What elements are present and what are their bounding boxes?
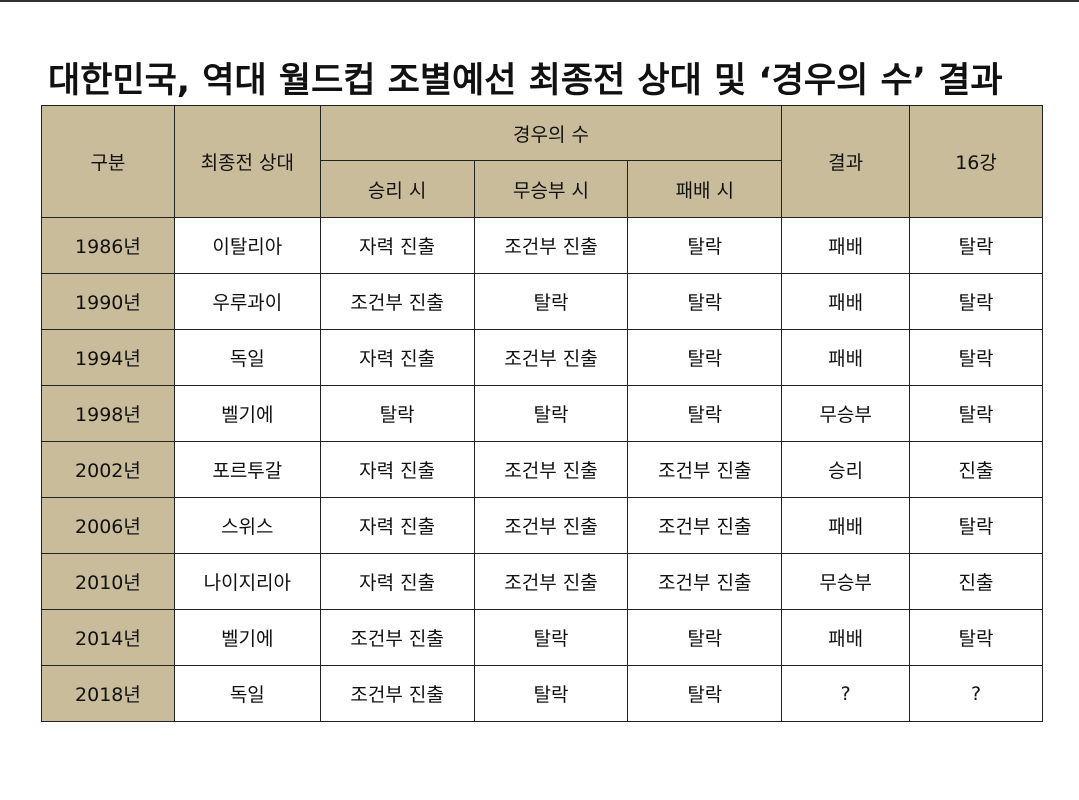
cell: 탈락: [909, 609, 1043, 666]
cell: 탈락: [627, 609, 783, 666]
cell: 탈락: [473, 385, 629, 442]
year-cell: 2010년: [41, 553, 175, 610]
year-cell: 2018년: [41, 665, 175, 722]
cell: 탈락: [909, 497, 1043, 554]
header-cell: 16강: [909, 105, 1043, 218]
cell: 자력 진출: [319, 553, 475, 610]
cell: 진출: [909, 441, 1043, 498]
cell: 이탈리아: [173, 217, 321, 274]
cell: 자력 진출: [319, 217, 475, 274]
cell: 조건부 진출: [627, 441, 783, 498]
year-cell: 1990년: [41, 273, 175, 330]
cell: 조건부 진출: [627, 553, 783, 610]
cell: 자력 진출: [319, 329, 475, 386]
cell: 탈락: [909, 273, 1043, 330]
cell: 패배: [781, 273, 911, 330]
cell: 탈락: [473, 665, 629, 722]
cell: 조건부 진출: [473, 497, 629, 554]
year-cell: 2006년: [41, 497, 175, 554]
title: 대한민국, 역대 월드컵 조별예선 최종전 상대 및 ‘경우의 수’ 결과: [48, 61, 1003, 101]
cell: 조건부 진출: [627, 497, 783, 554]
cell: 탈락: [473, 609, 629, 666]
cell: 벨기에: [173, 385, 321, 442]
cell: 우루과이: [173, 273, 321, 330]
table-row: 1986년 이탈리아 자력 진출 조건부 진출 탈락 패배 탈락: [41, 217, 1043, 274]
table-row: 1994년 독일 자력 진출 조건부 진출 탈락 패배 탈락: [41, 329, 1043, 386]
cell: 조건부 진출: [473, 329, 629, 386]
cell: 패배: [781, 217, 911, 274]
cell: 조건부 진출: [473, 553, 629, 610]
cell: 탈락: [909, 217, 1043, 274]
cell: 조건부 진출: [473, 441, 629, 498]
cell: ?: [909, 665, 1043, 722]
results-table: 구분 최종전 상대 경우의 수 결과 16강 승리 시 무승부 시 패배 시 1…: [41, 105, 1043, 722]
year-cell: 1998년: [41, 385, 175, 442]
cell: 탈락: [473, 273, 629, 330]
cell: 독일: [173, 665, 321, 722]
cell: 무승부: [781, 385, 911, 442]
cell: 패배: [781, 609, 911, 666]
table-row: 2006년 스위스 자력 진출 조건부 진출 조건부 진출 패배 탈락: [41, 497, 1043, 554]
cell: 독일: [173, 329, 321, 386]
header-cell: 최종전 상대: [173, 105, 321, 218]
cell: 승리: [781, 441, 911, 498]
header-cell: 결과: [781, 105, 911, 218]
cell: 탈락: [627, 217, 783, 274]
header-cell: 경우의 수: [319, 105, 783, 161]
cell: 조건부 진출: [319, 609, 475, 666]
table-row: 1998년 벨기에 탈락 탈락 탈락 무승부 탈락: [41, 385, 1043, 442]
cell: ?: [781, 665, 911, 722]
cell: 탈락: [627, 329, 783, 386]
cell: 벨기에: [173, 609, 321, 666]
top-rule: [0, 0, 1079, 2]
cell: 탈락: [319, 385, 475, 442]
table-row: 2014년 벨기에 조건부 진출 탈락 탈락 패배 탈락: [41, 609, 1043, 666]
table-row: 2002년 포르투갈 자력 진출 조건부 진출 조건부 진출 승리 진출: [41, 441, 1043, 498]
cell: 포르투갈: [173, 441, 321, 498]
year-cell: 2014년: [41, 609, 175, 666]
table-row: 2010년 나이지리아 자력 진출 조건부 진출 조건부 진출 무승부 진출: [41, 553, 1043, 610]
cell: 조건부 진출: [319, 665, 475, 722]
cell: 패배: [781, 329, 911, 386]
cell: 자력 진출: [319, 497, 475, 554]
cell: 자력 진출: [319, 441, 475, 498]
cell: 스위스: [173, 497, 321, 554]
cell: 탈락: [627, 665, 783, 722]
cell: 조건부 진출: [473, 217, 629, 274]
table-body: 1986년 이탈리아 자력 진출 조건부 진출 탈락 패배 탈락 1990년 우루과이 조건부 진…: [41, 217, 1043, 722]
table-row: 1990년 우루과이 조건부 진출 탈락 탈락 패배 탈락: [41, 273, 1043, 330]
cell: 나이지리아: [173, 553, 321, 610]
cell: 무승부: [781, 553, 911, 610]
subheader-cell: 패배 시: [627, 160, 783, 218]
cell: 패배: [781, 497, 911, 554]
subheader-cell: 승리 시: [319, 160, 475, 218]
subheader-cell: 무승부 시: [473, 160, 629, 218]
cell: 탈락: [909, 385, 1043, 442]
year-cell: 1986년: [41, 217, 175, 274]
table-row: 2018년 독일 조건부 진출 탈락 탈락??: [41, 665, 1043, 722]
year-cell: 2002년: [41, 441, 175, 498]
cell: 조건부 진출: [319, 273, 475, 330]
year-cell: 1994년: [41, 329, 175, 386]
cell: 탈락: [627, 385, 783, 442]
cell: 탈락: [627, 273, 783, 330]
cell: 진출: [909, 553, 1043, 610]
header-cell: 구분: [41, 105, 175, 218]
cell: 탈락: [909, 329, 1043, 386]
